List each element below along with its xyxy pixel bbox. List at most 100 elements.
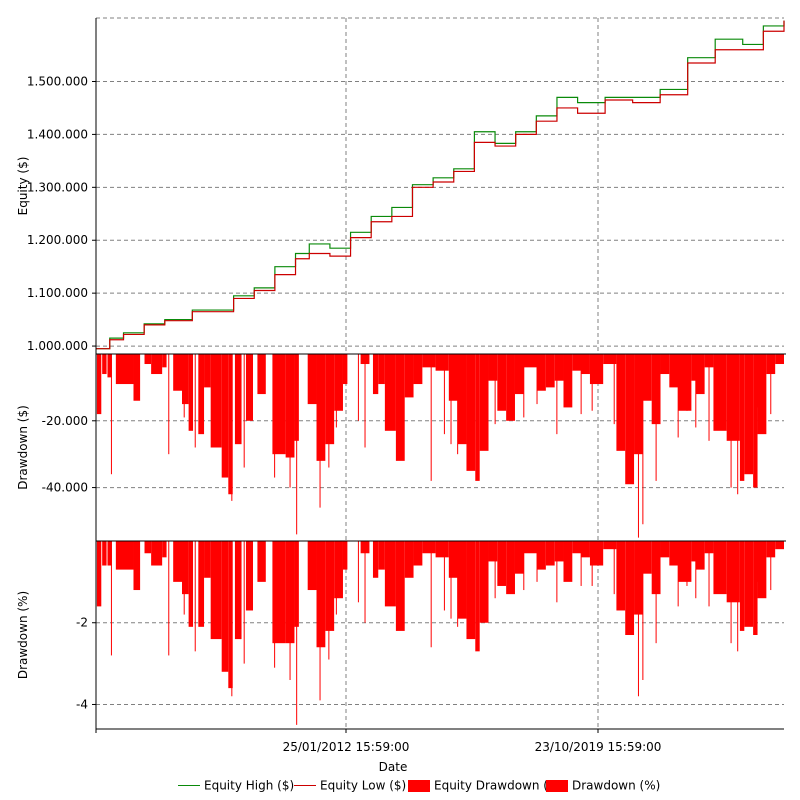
drawdown-pct-bar (198, 541, 205, 627)
drawdown-pct-bar (102, 541, 107, 566)
drawdown-pct-bar (133, 541, 141, 591)
drawdown-pct-bar (660, 541, 670, 558)
equity-drawdown-bar (726, 354, 740, 441)
equity-panel: 1.000.000 1.100.000 1.200.000 1.300.000 1.40… (16, 17, 785, 354)
drawdown-pct-bar (554, 541, 564, 562)
drawdown-pct-bar (726, 541, 740, 603)
drawdown-pct-bar (691, 541, 696, 562)
y-tick-label: -2 (76, 616, 88, 630)
equity-drawdown-bar (210, 354, 222, 448)
drawdown-pct-bar (435, 541, 449, 558)
drawdown-pct-bar (753, 541, 758, 635)
drawdown-pct-bar (307, 541, 317, 591)
drawdown-pct-bar (188, 541, 194, 627)
drawdown-pct-bar (384, 541, 396, 607)
equity-drawdown-bar (457, 354, 467, 445)
drawdown-pct-bar (581, 541, 590, 558)
equity-drawdown-bar (669, 354, 679, 388)
drawdown-pct-bar (625, 541, 635, 635)
equity-drawdown-bar (144, 354, 152, 365)
equity-high-line (96, 20, 785, 350)
y-tick-label: 1.400.000 (27, 127, 88, 141)
drawdown-pct-bar (713, 541, 727, 595)
equity-drawdown-bar (514, 354, 524, 395)
equity-drawdown-bar (739, 354, 745, 481)
drawdown-pct-bar (372, 541, 379, 578)
legend-swatch-equity-drawdown (408, 779, 430, 792)
drawdown-pct-bar (678, 541, 692, 582)
drawdown-pct-bar (342, 541, 348, 570)
drawdown-pct-bar (210, 541, 222, 640)
legend-item-equity-high: Equity High ($) (178, 778, 294, 794)
drawdown-pct-bar (603, 541, 617, 550)
drawdown-pct-bar (457, 541, 467, 619)
drawdown-pct-bar (96, 541, 102, 607)
drawdown-pct-bar (537, 541, 546, 570)
equity-drawdown-bar (603, 354, 617, 365)
drawdown-pct-bar (739, 541, 745, 631)
drawdown-pct-bar (413, 541, 423, 566)
equity-drawdown-bar (523, 354, 538, 368)
legend-label: Equity High ($) (204, 778, 295, 793)
equity-drawdown-bar (102, 354, 107, 375)
drawdown-pct-bar (616, 541, 626, 611)
equity-drawdown-bar (182, 354, 189, 405)
equity-drawdown-bar (713, 354, 727, 431)
equity-drawdown-bar (151, 354, 163, 375)
equity-drawdown-bar (334, 354, 343, 411)
equity-drawdown-bar (625, 354, 635, 485)
equity-drawdown-bar (537, 354, 546, 391)
drawdown-pct-panel: -2 -4 Drawdown (%) (16, 540, 786, 729)
equity-drawdown-bar (413, 354, 423, 385)
equity-drawdown-bar (245, 354, 254, 421)
equity-drawdown-bar (372, 354, 379, 395)
equity-drawdown-bar (660, 354, 670, 375)
equity-drawdown-bar (325, 354, 335, 445)
equity-drawdown-bar (115, 354, 134, 385)
legend: Equity High ($) Equity Low ($) Equity Dr… (0, 776, 800, 796)
legend-label: Equity Drawdown ($) (434, 778, 561, 793)
legend-item-equity-drawdown: Equity Drawdown ($) (408, 778, 560, 794)
equity-drawdown-bar (307, 354, 317, 405)
equity-drawdown-bar (506, 354, 515, 421)
drawdown-pct-bar (669, 541, 679, 566)
equity-drawdown-bar (422, 354, 436, 368)
drawdown-pct-bar (272, 541, 286, 644)
y-tick-label: -40.000 (42, 481, 88, 495)
y-axis-title: Drawdown (%) (16, 591, 30, 679)
equity-drawdown-bar (775, 354, 784, 365)
y-tick-label: -20.000 (42, 414, 88, 428)
x-tick-label: 25/01/2012 15:59:00 (283, 740, 410, 754)
drawdown-pct-bar (378, 541, 385, 570)
equity-drawdown-bar (744, 354, 754, 475)
legend-label: Drawdown (%) (572, 778, 661, 793)
drawdown-pct-bar (497, 541, 507, 586)
drawdown-pct-bar (448, 541, 458, 578)
equity-drawdown-bar (753, 354, 758, 488)
drawdown-pct-bar (316, 541, 326, 648)
equity-drawdown-bar (395, 354, 405, 461)
equity-drawdown-bar (272, 354, 286, 455)
drawdown-pct-bar (395, 541, 405, 631)
y-tick-label: 1.000.000 (27, 339, 88, 353)
y-tick-label: 1.500.000 (27, 74, 88, 88)
y-axis-title: Equity ($) (16, 157, 30, 216)
equity-drawdown-bar (221, 354, 229, 478)
equity-drawdown-bar (173, 354, 182, 391)
drawdown-pct-bar (523, 541, 538, 554)
equity-drawdown-bar (497, 354, 507, 411)
drawdown-pct-bar (144, 541, 152, 554)
drawdown-pct-bar (563, 541, 573, 582)
equity-drawdown-bar (96, 354, 102, 415)
drawdown-pct-bar (245, 541, 254, 611)
equity-drawdown-bar (448, 354, 458, 401)
y-tick-label: 1.300.000 (27, 180, 88, 194)
drawdown-pct-bar (234, 541, 242, 640)
equity-drawdown-bar (404, 354, 414, 398)
equity-low-line (96, 20, 785, 350)
drawdown-pct-bar (325, 541, 335, 631)
equity-drawdown-bar (435, 354, 449, 371)
equity-drawdown-bar (378, 354, 385, 385)
y-tick-label: 1.200.000 (27, 233, 88, 247)
equity-drawdown-bar (488, 354, 498, 381)
